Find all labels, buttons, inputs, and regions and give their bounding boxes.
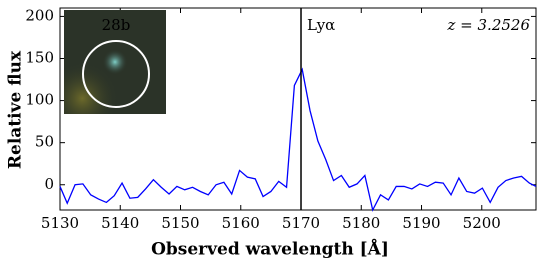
spectrum-line: [59, 67, 537, 212]
y-tick-label: 50: [35, 133, 54, 151]
x-tick-label: 5200: [463, 214, 501, 232]
inset-label: 28b: [102, 16, 131, 34]
x-tick-label: 5170: [282, 214, 320, 232]
x-tick-label: 5140: [101, 214, 139, 232]
inset-circle: [82, 40, 150, 108]
x-tick-label: 5150: [161, 214, 199, 232]
y-tick-label: 150: [25, 49, 54, 67]
x-tick-label: 5180: [342, 214, 380, 232]
x-tick-label: 5190: [402, 214, 440, 232]
inset-galaxy: [64, 10, 166, 114]
redshift-label: z = 3.2526: [447, 16, 531, 34]
x-tick-label: 5130: [41, 214, 79, 232]
x-tick-label: 5160: [222, 214, 260, 232]
y-tick-label: 100: [25, 91, 54, 109]
lya-label: Lyα: [307, 16, 335, 34]
y-axis-label: Relative flux: [6, 50, 26, 169]
x-axis-label: Observed wavelength [Å]: [151, 238, 389, 260]
plot-frame: [59, 7, 537, 211]
y-tick-label: 0: [44, 175, 54, 193]
y-tick-label: 200: [25, 6, 54, 24]
